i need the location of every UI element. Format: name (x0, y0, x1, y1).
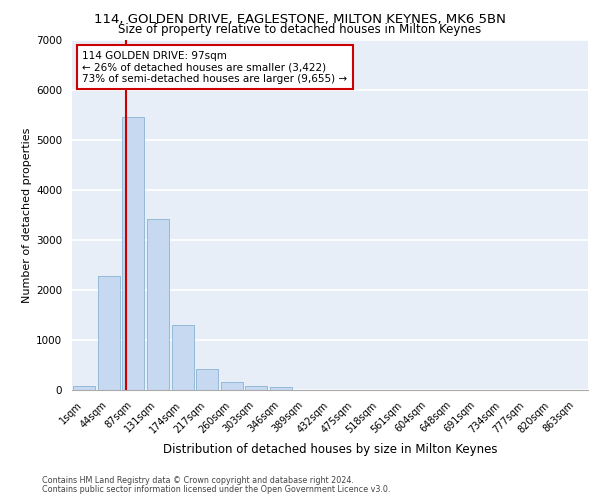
Bar (98, 276, 120, 390)
Bar (245, 386, 268, 390)
Bar (221, 382, 243, 390)
Text: Size of property relative to detached houses in Milton Keynes: Size of property relative to detached ho… (118, 22, 482, 36)
Bar (270, 387, 292, 390)
Bar (147, 219, 169, 390)
Bar (172, 324, 194, 390)
Bar (196, 368, 218, 390)
X-axis label: Distribution of detached houses by size in Milton Keynes: Distribution of detached houses by size … (163, 443, 497, 456)
Y-axis label: Number of detached properties: Number of detached properties (22, 128, 32, 302)
Text: 114, GOLDEN DRIVE, EAGLESTONE, MILTON KEYNES, MK6 5BN: 114, GOLDEN DRIVE, EAGLESTONE, MILTON KE… (94, 12, 506, 26)
Text: Contains HM Land Registry data © Crown copyright and database right 2024.: Contains HM Land Registry data © Crown c… (42, 476, 354, 485)
Text: 114 GOLDEN DRIVE: 97sqm
← 26% of detached houses are smaller (3,422)
73% of semi: 114 GOLDEN DRIVE: 97sqm ← 26% of detache… (82, 50, 347, 84)
Bar (73, 386, 95, 390)
Bar (122, 116, 145, 390)
Text: Contains public sector information licensed under the Open Government Licence v3: Contains public sector information licen… (42, 485, 391, 494)
